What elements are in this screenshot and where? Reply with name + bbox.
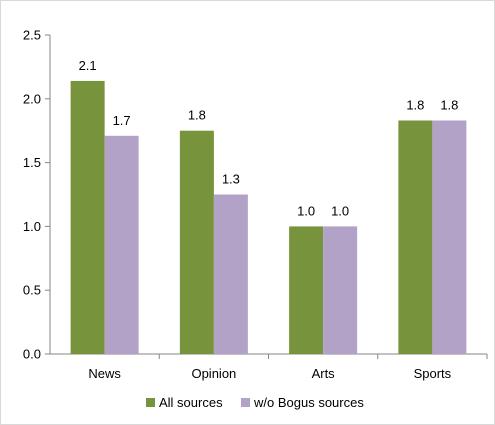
data-label: 1.8: [188, 108, 206, 123]
bar: [70, 80, 105, 354]
data-label: 1.0: [297, 203, 315, 218]
data-label: 1.0: [331, 203, 349, 218]
x-tick-label: Opinion: [191, 366, 236, 381]
bar: [289, 226, 324, 354]
legend-label: All sources: [159, 395, 223, 410]
bar: [179, 130, 214, 354]
x-tick-label: Arts: [312, 366, 336, 381]
data-labels: 2.1 1.7 1.8 1.3 1.0 1.0 1.8 1.8: [79, 58, 459, 218]
y-tick-label: 0.5: [23, 283, 41, 298]
bar: [323, 226, 358, 354]
data-label: 1.8: [440, 97, 458, 112]
legend-label: w/o Bogus sources: [253, 395, 364, 410]
bar: [213, 194, 248, 354]
y-tick-label: 1.0: [23, 219, 41, 234]
bar: [432, 120, 467, 354]
data-label: 1.8: [406, 97, 424, 112]
data-label: 1.7: [113, 113, 131, 128]
legend-swatch: [146, 398, 155, 407]
bar: [104, 135, 139, 354]
x-tick-label: Sports: [414, 366, 452, 381]
legend-swatch: [241, 398, 250, 407]
data-label: 1.3: [222, 172, 240, 187]
data-label: 2.1: [79, 58, 97, 73]
x-tick-label: News: [88, 366, 121, 381]
y-tick-label: 2.0: [23, 91, 41, 106]
bars: [70, 80, 467, 354]
y-tick-label: 1.5: [23, 155, 41, 170]
legend: All sources w/o Bogus sources: [146, 395, 364, 410]
y-tick-label: 0.0: [23, 347, 41, 362]
y-tick-label: 2.5: [23, 28, 41, 43]
bar: [398, 120, 433, 354]
